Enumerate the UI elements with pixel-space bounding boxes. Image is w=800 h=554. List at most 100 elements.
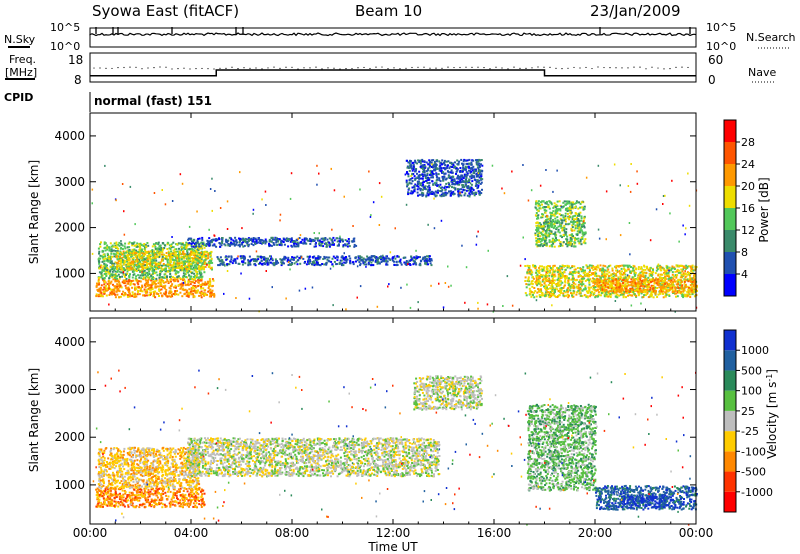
range-gate-cell [572,221,575,224]
range-gate-cell [180,253,183,256]
range-gate-cell [283,262,285,265]
range-gate-cell [189,265,192,268]
noise-left-tick-top: 10^5 [50,21,80,34]
nave-dot [669,68,671,70]
range-gate-cell [368,256,371,259]
range-gate-cell [183,267,186,270]
range-gate-cell [117,255,120,258]
range-gate-cell [283,256,286,259]
range-gate-cell [462,177,465,180]
range-gate-cell [416,188,419,191]
range-gate-cell [215,245,218,248]
range-gate-cell [439,180,442,183]
range-gate-cell [140,251,142,254]
range-gate-cell [209,288,212,291]
range-gate-cell [370,256,373,259]
range-gate-cell [425,263,428,266]
range-gate-cell [561,214,564,217]
range-gate-cell [406,171,409,174]
range-gate-cell [177,252,180,255]
range-gate-cell [667,289,670,291]
range-gate-cell [555,203,558,206]
range-gate-cell [336,259,339,262]
range-gate-cell [436,176,439,179]
range-gate-cell [467,165,470,168]
range-gate-cell [116,269,119,272]
range-gate-cell [171,258,174,261]
range-gate-cell [184,260,187,263]
range-gate-cell [146,276,149,279]
range-gate-cell [635,295,638,298]
range-gate-cell [104,263,107,266]
range-gate-cell [475,180,478,183]
range-gate-cell [200,294,202,297]
range-gate-cell [204,262,207,265]
range-gate-cell [196,251,198,254]
range-gate-cell [190,252,193,255]
range-gate-cell [213,244,216,247]
range-gate-cell [614,274,617,277]
range-gate-cell [453,179,456,182]
range-gate-cell [170,256,173,259]
range-gate-cell [563,229,565,232]
nave-dot [495,66,497,68]
range-gate-cell [160,266,163,269]
range-gate-cell [396,263,399,266]
range-gate-cell [127,286,130,289]
range-gate-cell [533,287,536,289]
range-gate-cell [578,223,581,226]
range-gate-cell [111,274,114,277]
range-gate-cell [211,261,214,264]
range-gate-cell [414,177,417,180]
range-gate-cell [152,281,155,284]
range-gate-cell [328,241,331,244]
range-gate-cell [354,256,357,259]
range-gate-cell [207,242,209,245]
range-gate-cell [441,163,443,166]
range-gate-cell [280,244,283,247]
range-gate-cell [197,276,200,279]
range-gate-cell [116,265,118,268]
range-gate-cell [548,232,551,235]
range-gate-cell [146,283,149,286]
range-gate-cell [128,249,131,252]
range-gate-cell [428,178,431,181]
range-gate-cell [367,258,370,261]
nave-dot [663,68,665,70]
range-gate-cell [102,278,104,281]
range-gate-cell [653,282,656,285]
range-gate-cell [156,247,159,250]
range-gate-cell [201,292,204,295]
range-gate-cell [99,243,102,246]
range-gate-cell [118,296,121,299]
range-gate-cell [470,177,473,180]
range-gate-cell [181,282,184,285]
range-gate-cell [144,267,147,270]
range-gate-cell [302,242,305,245]
range-gate-cell [139,274,142,277]
range-gate-cell [136,293,139,296]
range-gate-cell [147,277,150,280]
range-gate-cell [104,249,107,252]
range-gate-cell [95,294,98,297]
range-gate-cell [119,256,121,259]
nave-dot [567,67,569,69]
range-gate-cell [225,258,228,261]
range-gate-cell [450,177,453,180]
range-gate-cell [546,215,549,218]
range-gate-cell [575,218,578,220]
range-gate-cell [602,268,605,271]
range-gate-cell [314,237,317,240]
range-gate-cell [432,166,435,169]
range-gate-cell [637,274,640,277]
range-gate-cell [474,185,477,187]
range-gate-cell [584,238,587,241]
range-gate-cell [399,258,402,261]
range-gate-cell [198,267,201,270]
nave-dot [621,67,623,69]
range-gate-cell [164,293,167,296]
range-gate-cell [621,264,624,267]
range-gate-cell [102,255,105,258]
range-gate-cell [221,263,224,266]
